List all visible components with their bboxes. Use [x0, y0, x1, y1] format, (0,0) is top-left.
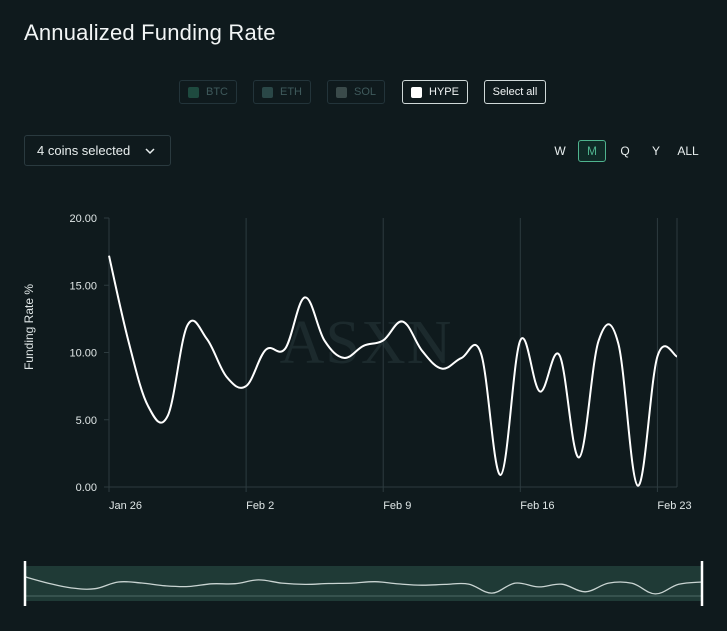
range-all-button[interactable]: ALL	[677, 144, 699, 158]
hype-swatch-icon	[411, 86, 423, 98]
coin-selector-label: 4 coins selected	[37, 143, 131, 158]
navigator[interactable]	[23, 561, 704, 606]
x-tick-label: Jan 26	[109, 500, 142, 512]
legend-btc-button[interactable]: BTC	[179, 80, 237, 104]
y-tick-label: 0.00	[76, 482, 97, 494]
y-tick-label: 20.00	[69, 213, 97, 225]
x-tick-label: Feb 9	[383, 500, 411, 512]
range-year-button[interactable]: Y	[651, 144, 660, 158]
y-tick-label: 10.00	[69, 348, 97, 360]
coin-selector-dropdown[interactable]: 4 coins selected	[24, 135, 171, 166]
legend-sol-label: SOL	[353, 86, 376, 98]
y-axis-label: Funding Rate %	[22, 284, 36, 370]
select-all-button[interactable]: Select all	[484, 80, 546, 104]
legend-eth-button[interactable]: ETH	[253, 80, 311, 104]
eth-swatch-icon	[262, 86, 273, 98]
x-tick-label: Feb 2	[246, 500, 274, 512]
chart-title: Annualized Funding Rate	[24, 20, 276, 45]
y-tick-label: 15.00	[69, 280, 97, 292]
series-legend: BTC ETH SOL HYPE Select all	[0, 80, 727, 106]
navigator-selection	[25, 566, 702, 601]
range-month-button[interactable]: M	[578, 140, 606, 162]
watermark-text: ASXN	[279, 309, 453, 377]
btc-swatch-icon	[188, 86, 199, 98]
x-tick-label: Feb 16	[520, 500, 554, 512]
legend-sol-button[interactable]: SOL	[327, 80, 385, 104]
y-tick-label: 5.00	[76, 415, 97, 427]
x-tick-label: Feb 23	[657, 500, 691, 512]
range-quarter-button[interactable]: Q	[620, 144, 630, 158]
legend-hype-label: HYPE	[429, 86, 459, 98]
legend-hype-button[interactable]: HYPE	[402, 80, 468, 104]
navigator-series-line	[24, 576, 703, 595]
legend-eth-label: ETH	[280, 86, 302, 98]
range-week-button[interactable]: W	[554, 144, 566, 158]
chevron-down-icon	[145, 148, 155, 155]
sol-swatch-icon	[335, 86, 347, 98]
legend-btc-label: BTC	[206, 86, 228, 98]
